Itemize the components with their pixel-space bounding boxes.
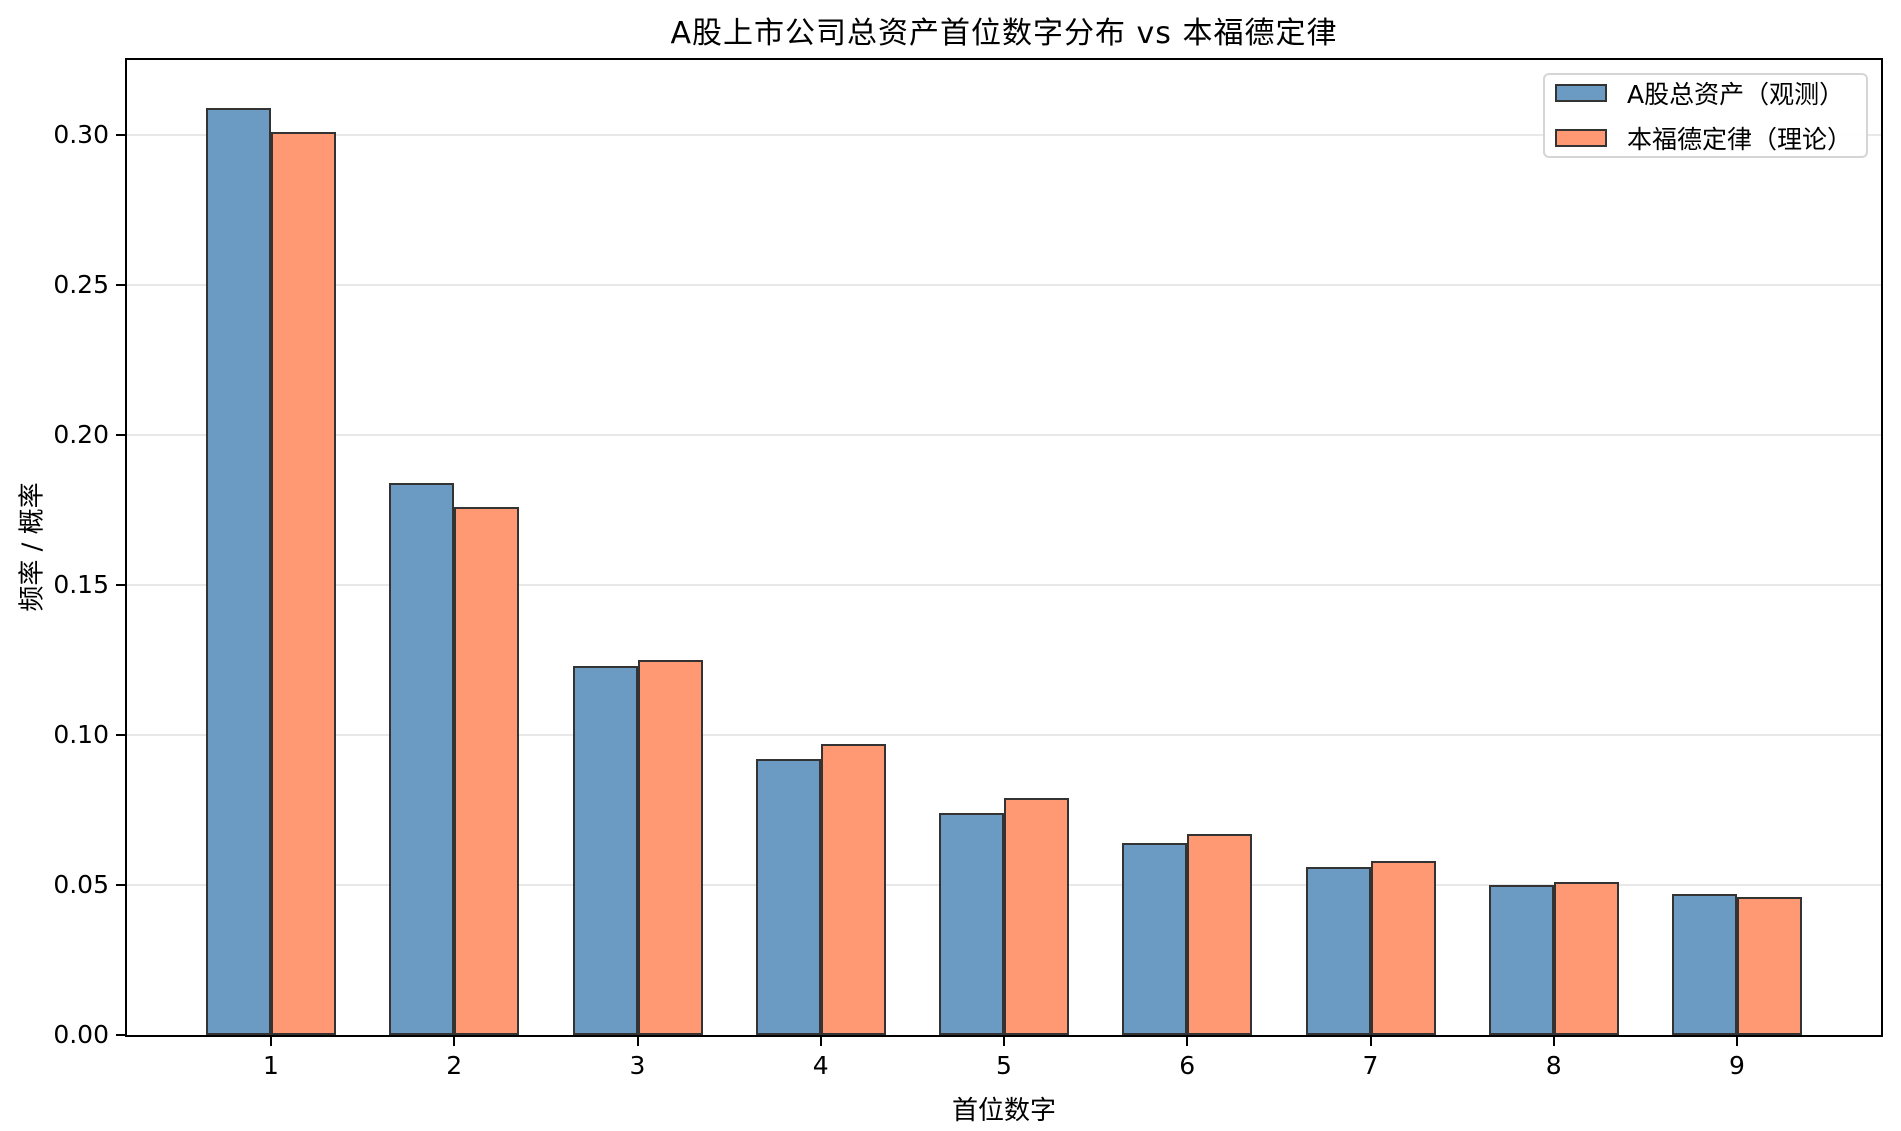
bar-benford-d8 (1553, 882, 1619, 1035)
y-tick-mark (116, 884, 126, 886)
chart-title: A股上市公司总资产首位数字分布 vs 本福德定律 (670, 16, 1338, 51)
y-tick-mark (116, 134, 126, 136)
x-axis-label: 首位数字 (951, 1096, 1056, 1126)
x-tick-mark (270, 1036, 272, 1046)
y-tick-label: 0.25 (53, 270, 109, 299)
bar-observed-d1 (206, 108, 271, 1035)
x-tick-label: 1 (263, 1051, 279, 1080)
y-tick-mark (116, 284, 126, 286)
legend-swatch-benford (1555, 129, 1607, 147)
bar-benford-d4 (820, 744, 886, 1035)
x-tick-label: 5 (996, 1051, 1012, 1080)
bar-benford-d2 (454, 507, 520, 1035)
y-tick-label: 0.05 (53, 870, 109, 899)
x-tick-label: 7 (1362, 1051, 1379, 1080)
legend-swatch-observed (1555, 84, 1607, 102)
x-tick-mark (636, 1036, 639, 1046)
y-tick-mark (116, 734, 126, 736)
x-tick-mark (1369, 1036, 1372, 1046)
x-tick-mark (1003, 1036, 1005, 1046)
legend-item-observed: A股总资产（观测） (1555, 75, 1856, 111)
x-tick-label: 6 (1179, 1051, 1196, 1080)
bar-observed-d4 (755, 759, 821, 1035)
bar-observed-d9 (1672, 894, 1737, 1035)
plot-area (125, 58, 1883, 1037)
y-tick-label: 0.30 (53, 120, 109, 149)
bar-benford-d7 (1370, 861, 1436, 1035)
bar-observed-d3 (572, 666, 638, 1035)
gridline (127, 434, 1881, 436)
y-tick-mark (116, 434, 126, 436)
gridline (127, 584, 1881, 586)
y-tick-label: 0.15 (53, 570, 109, 599)
bar-benford-d3 (637, 660, 703, 1035)
x-tick-mark (819, 1036, 822, 1046)
gridline (127, 734, 1881, 736)
y-tick-mark (116, 1034, 126, 1036)
x-tick-mark (1736, 1036, 1738, 1046)
gridline (127, 284, 1881, 286)
legend-label-benford: 本福德定律（理论） (1627, 125, 1853, 154)
bar-benford-d6 (1187, 834, 1253, 1035)
bar-observed-d6 (1122, 843, 1188, 1035)
x-tick-label: 3 (629, 1051, 646, 1080)
x-tick-label: 4 (812, 1051, 829, 1080)
x-tick-label: 2 (446, 1051, 463, 1080)
y-tick-label: 0.10 (53, 720, 109, 749)
bar-benford-d9 (1737, 897, 1802, 1035)
bar-observed-d7 (1305, 867, 1371, 1035)
y-tick-label: 0.20 (53, 420, 109, 449)
x-tick-mark (1186, 1036, 1189, 1046)
legend-label-observed: A股总资产（观测） (1627, 80, 1845, 109)
gridline (127, 134, 1881, 136)
bar-benford-d5 (1004, 798, 1069, 1035)
x-tick-mark (1552, 1036, 1555, 1046)
x-tick-label: 8 (1545, 1051, 1562, 1080)
legend: A股总资产（观测） 本福德定律（理论） (1543, 73, 1868, 158)
bar-observed-d8 (1488, 885, 1554, 1035)
bar-benford-d1 (271, 132, 336, 1035)
x-tick-label: 9 (1729, 1051, 1745, 1080)
legend-item-benford: 本福德定律（理论） (1555, 120, 1856, 156)
x-tick-mark (453, 1036, 456, 1046)
bar-observed-d2 (389, 483, 455, 1035)
bar-observed-d5 (939, 813, 1004, 1035)
y-tick-mark (116, 584, 126, 586)
y-tick-label: 0.00 (53, 1020, 109, 1049)
